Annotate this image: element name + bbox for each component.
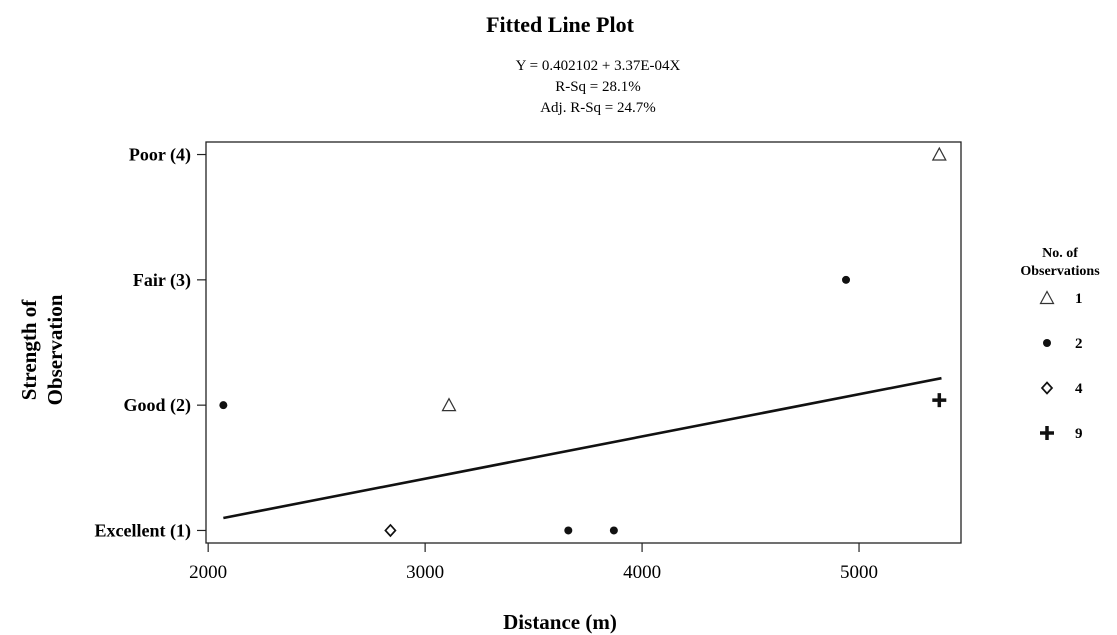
- data-point-triangle: [441, 397, 457, 412]
- r-sq-text: R-Sq = 28.1%: [555, 79, 641, 95]
- data-point-triangle: [931, 146, 947, 161]
- adj-r-sq-text: Adj. R-Sq = 24.7%: [540, 100, 656, 116]
- y-axis-title-line-2: Observation: [43, 294, 67, 405]
- legend-title-line-2: Observations: [1020, 264, 1100, 279]
- data-point-dot: [609, 526, 618, 535]
- legend-label: 2: [1075, 336, 1083, 352]
- chart-title: Fitted Line Plot: [486, 12, 635, 37]
- y-tick-label: Fair (3): [133, 270, 191, 291]
- y-axis: Excellent (1) Good (2) Fair (3) Poor (4): [95, 145, 206, 541]
- y-tick-label: Poor (4): [129, 145, 191, 166]
- y-tick-label: Excellent (1): [95, 520, 191, 541]
- data-point-dot: [564, 526, 573, 535]
- legend: No. of Observations 1 2 4 9: [1020, 246, 1100, 442]
- x-tick-label: 4000: [623, 562, 661, 583]
- legend-entries: 1 2 4 9: [1039, 290, 1083, 442]
- plot-area-frame: [205, 141, 962, 544]
- data-point-diamond: [384, 523, 397, 538]
- data-point-dot: [842, 275, 851, 284]
- x-tick-label: 2000: [189, 562, 227, 583]
- equation-text: Y = 0.402102 + 3.37E-04X: [516, 58, 681, 74]
- x-axis: 2000 3000 4000 5000: [189, 543, 878, 583]
- legend-marker-dot-icon: [1043, 339, 1051, 347]
- legend-marker-triangle-icon: [1039, 290, 1055, 305]
- x-tick-label: 5000: [840, 562, 878, 583]
- x-axis-title: Distance (m): [503, 610, 617, 634]
- legend-marker-diamond-icon: [1040, 381, 1054, 395]
- x-tick-label: 3000: [406, 562, 444, 583]
- data-point-dot: [219, 401, 228, 410]
- legend-marker-plus-icon: [1040, 426, 1054, 440]
- legend-label: 1: [1075, 291, 1083, 307]
- legend-title-line-1: No. of: [1042, 246, 1078, 261]
- y-axis-title-line-1: Strength of: [17, 299, 41, 401]
- data-point-plus: [932, 393, 947, 408]
- y-axis-title: Strength of Observation: [17, 294, 67, 405]
- fitted-regression-line: [223, 376, 942, 520]
- legend-label: 4: [1075, 381, 1083, 397]
- legend-label: 9: [1075, 426, 1083, 442]
- y-tick-label: Good (2): [124, 395, 192, 416]
- fit-line-group: [223, 376, 942, 520]
- data-points: [219, 146, 947, 538]
